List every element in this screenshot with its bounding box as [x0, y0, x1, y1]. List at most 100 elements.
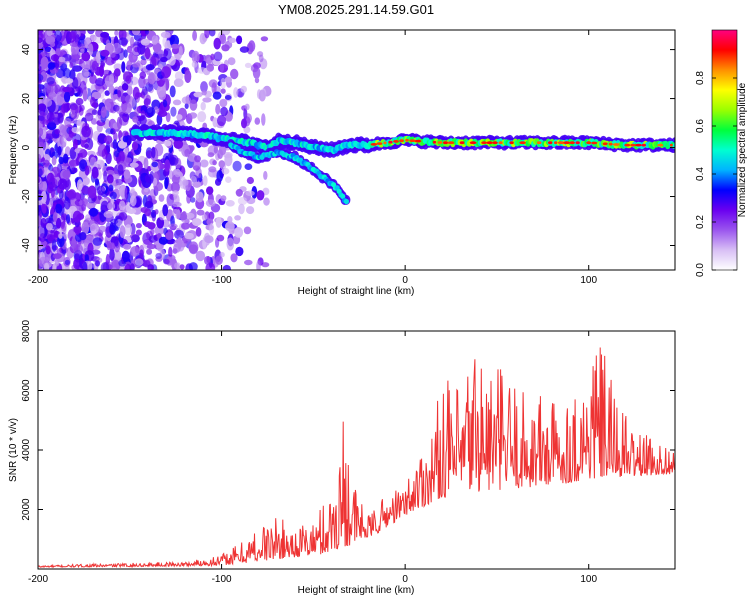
spectrogram-noise-blob	[237, 197, 248, 205]
spectrogram-noise-blob	[38, 53, 43, 61]
spectrogram-noise-blob	[191, 218, 202, 227]
ridge-peak	[554, 141, 558, 145]
spectrogram-noise-blob	[173, 139, 184, 149]
spectrogram-noise-blob	[71, 167, 78, 174]
spectrogram-noise-blob	[104, 75, 115, 87]
spectrogram-noise-blob	[195, 227, 202, 237]
spectrogram-noise-blob	[210, 53, 215, 61]
spectrogram-noise-blob	[168, 170, 174, 180]
spectrogram-noise-blob	[108, 184, 114, 192]
spectrogram-noise-blob	[132, 62, 141, 68]
x-tick-label: -100	[212, 574, 232, 585]
spectrogram-noise-blob	[112, 200, 121, 212]
spectrogram-noise-blob	[44, 133, 55, 140]
spectrogram-noise-blob	[168, 223, 178, 229]
spectrogram-noise-blob	[170, 181, 180, 193]
spectrogram-noise-blob	[55, 203, 63, 214]
spectrogram-noise-blob	[46, 234, 55, 242]
spectrogram-noise-blob	[132, 116, 139, 123]
spectrogram-noise-blob	[208, 166, 217, 173]
spectrogram-noise-blob	[152, 177, 158, 186]
spectrogram-noise-blob	[95, 77, 105, 87]
spectrogram-noise-blob	[82, 261, 88, 270]
spectrogram-noise-blob	[151, 99, 161, 110]
spectrogram-noise-blob	[113, 132, 118, 142]
spectrogram-noise-blob	[46, 30, 53, 37]
spectrogram-noise-blob	[126, 45, 133, 54]
spectrogram-frame	[37, 29, 676, 271]
spectrogram-noise-blob	[114, 183, 121, 190]
snr-x-ticks: -200 -100 0 100	[28, 331, 597, 585]
spectrogram-noise-blob	[263, 170, 268, 180]
spectrogram-noise-blob	[117, 140, 128, 149]
spectrogram-noise-blob	[263, 197, 270, 206]
ridge-peak	[612, 143, 620, 146]
spectrogram-noise-blob	[62, 170, 71, 179]
spectrogram-noise-blob	[89, 207, 99, 217]
spectrogram-noise-blob	[191, 60, 198, 68]
spectrogram-noise-blob	[41, 204, 47, 214]
spectrogram-noise-blob	[38, 30, 44, 35]
spectrogram-noise-blob	[94, 178, 100, 186]
spectrogram-noise-blob	[212, 91, 222, 100]
ridge-peak	[481, 141, 487, 145]
ridge-peak	[437, 141, 443, 144]
spectrogram-noise-blob	[164, 140, 172, 147]
spectrogram-noise-blob	[78, 104, 85, 112]
spectrogram-noise-blob	[75, 97, 84, 106]
spectrogram-noise-blob	[208, 211, 215, 221]
spectrogram-noise-blob	[40, 217, 47, 229]
spectrogram-noise-blob	[179, 264, 185, 270]
spectrogram-noise-blob	[58, 156, 65, 165]
spectrogram-noise-blob	[146, 248, 153, 255]
spectrogram-noise-blob	[85, 202, 96, 209]
spectrogram-noise-blob	[164, 159, 171, 172]
spectrogram-noise-blob	[201, 213, 208, 221]
spectrogram-noise-blob	[168, 246, 173, 258]
spectrogram-noise-blob	[191, 50, 200, 64]
spectrogram-noise-blob	[64, 196, 71, 210]
ridge-peak	[370, 143, 378, 146]
spectrogram-noise-blob	[176, 114, 183, 121]
spectrogram-noise-blob	[96, 185, 106, 196]
spectrogram-noise-blob	[100, 262, 110, 270]
spectrogram-noise-blob	[84, 143, 89, 149]
spectrogram-noise-blob	[164, 177, 169, 190]
spectrogram-noise-blob	[225, 200, 235, 207]
spectrogram-noise-blob	[123, 169, 131, 180]
spectrogram-noise-blob	[38, 194, 43, 201]
spectrogram-noise-blob	[53, 30, 63, 43]
spectrogram-noise-blob	[117, 164, 124, 175]
spectrogram-noise-blob	[244, 103, 250, 111]
spectrogram-noise-blob	[44, 217, 55, 224]
spectrogram-noise-blob	[184, 103, 189, 109]
ridge-peak	[447, 141, 455, 145]
spectrogram-noise-blob	[201, 90, 207, 96]
x-tick-label: -200	[28, 275, 48, 286]
spectrogram-noise-blob	[47, 62, 55, 70]
spectrogram-noise-blob	[146, 243, 157, 250]
spectrogram-noise-blob	[146, 195, 153, 208]
spectrogram-noise-blob	[239, 46, 249, 53]
spectrogram-noise-blob	[232, 160, 242, 172]
spectrogram-noise-blob	[100, 49, 110, 57]
spectrogram-noise-blob	[135, 92, 143, 98]
spectrogram-noise-blob	[60, 213, 68, 221]
snr-y-label: SNR (10 * v/v)	[8, 418, 19, 482]
spectrogram-noise-blob	[170, 106, 177, 117]
spectrogram-noise-blob	[55, 58, 60, 70]
colorbar-ticks: 0.0 0.2 0.4 0.6 0.8	[695, 71, 737, 277]
spectrogram-noise-blob	[81, 51, 91, 62]
spectrogram-noise-blob	[129, 263, 135, 270]
spectrogram-noise-blob	[217, 115, 226, 127]
spectrogram-noise-blob	[56, 94, 64, 106]
ridge-peak	[557, 141, 565, 145]
spectrogram-noise-blob	[112, 139, 118, 150]
spectrogram-noise-blob	[121, 83, 129, 91]
spectrogram-noise-blob	[38, 168, 43, 177]
y-tick-label: -20	[21, 189, 32, 204]
spectrogram-noise-blob	[234, 215, 242, 221]
spectrogram-noise-blob	[121, 250, 130, 263]
spectrogram-noise-blob	[90, 118, 98, 125]
spectrogram-noise-blob	[258, 54, 264, 63]
